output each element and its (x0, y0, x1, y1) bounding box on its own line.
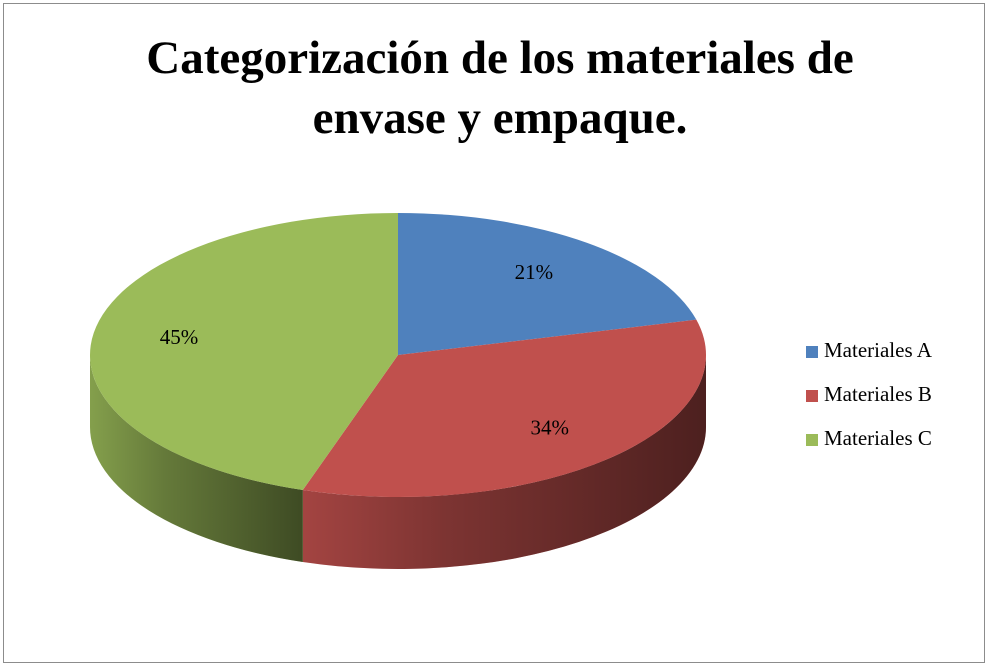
legend-label: Materiales C (824, 426, 932, 450)
chart-title: Categorización de los materiales de enva… (146, 32, 854, 144)
pie-slice (398, 213, 697, 355)
pie-side-shade (302, 355, 706, 569)
pie-slice (302, 319, 706, 497)
legend-label: Materiales A (824, 338, 933, 362)
legend-swatch (806, 390, 818, 402)
legend-swatch (806, 434, 818, 446)
pie-slice (90, 213, 398, 491)
data-label: 21% (515, 260, 554, 284)
legend-swatch (806, 346, 818, 358)
legend-label: Materiales B (824, 382, 932, 406)
data-label: 45% (160, 325, 199, 349)
data-label: 34% (531, 415, 570, 439)
pie-side-shade (90, 355, 303, 563)
